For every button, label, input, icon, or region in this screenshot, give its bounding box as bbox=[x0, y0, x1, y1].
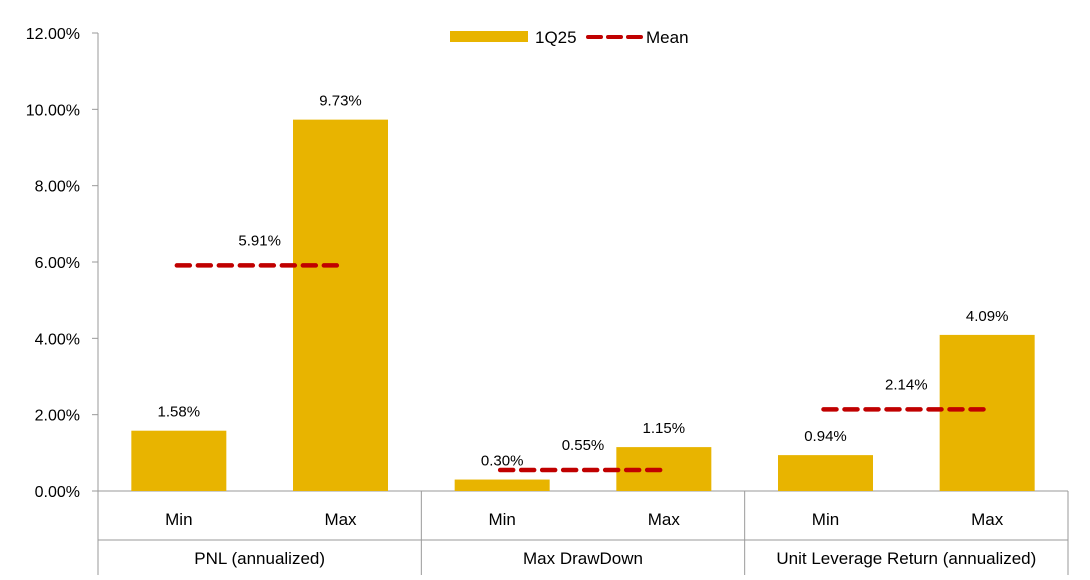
legend-label-1q25: 1Q25 bbox=[535, 28, 577, 47]
bar-value-label: 1.58% bbox=[158, 404, 201, 421]
category-label: Max bbox=[324, 510, 357, 529]
category-label: Max bbox=[971, 510, 1004, 529]
y-tick-label: 0.00% bbox=[35, 484, 80, 501]
category-label: Max bbox=[648, 510, 681, 529]
bar-value-label: 0.30% bbox=[481, 453, 524, 470]
bar bbox=[293, 119, 388, 491]
mean-value-label: 0.55% bbox=[562, 437, 605, 454]
legend-swatch-1q25 bbox=[450, 31, 528, 42]
bars bbox=[131, 119, 1035, 491]
y-tick-label: 2.00% bbox=[35, 408, 80, 425]
y-tick-label: 12.00% bbox=[26, 26, 80, 43]
mean-lines bbox=[174, 263, 992, 473]
bar-value-label: 4.09% bbox=[966, 308, 1009, 325]
bar bbox=[778, 455, 873, 491]
bar bbox=[454, 479, 550, 491]
y-tick-label: 4.00% bbox=[35, 331, 80, 348]
group-label: Max DrawDown bbox=[523, 549, 643, 568]
category-label: Min bbox=[488, 510, 515, 529]
bar bbox=[131, 430, 227, 491]
labels: 1.58% Min 9.73% Max 5.91% PNL (annualized) 0.3… bbox=[158, 93, 1037, 568]
axes: 0.00% 2.00% 4.00% 6.00% 8.00% 10.00% 12.00% bbox=[26, 26, 1069, 575]
category-label: Min bbox=[812, 510, 839, 529]
mean-value-label: 5.91% bbox=[238, 232, 281, 249]
y-tick-label: 6.00% bbox=[35, 255, 80, 272]
group-label: PNL (annualized) bbox=[194, 549, 325, 568]
legend-label-mean: Mean bbox=[646, 28, 689, 47]
legend: 1Q25 Mean bbox=[450, 28, 689, 47]
y-tick-label: 8.00% bbox=[35, 179, 80, 196]
y-tick-label: 10.00% bbox=[26, 102, 80, 119]
bar-value-label: 0.94% bbox=[804, 428, 847, 445]
bar-value-label: 1.15% bbox=[643, 420, 686, 437]
group-label: Unit Leverage Return (annualized) bbox=[776, 549, 1036, 568]
bar bbox=[939, 334, 1035, 491]
mean-value-label: 2.14% bbox=[885, 376, 928, 393]
category-label: Min bbox=[165, 510, 192, 529]
bar-value-label: 9.73% bbox=[319, 93, 362, 110]
